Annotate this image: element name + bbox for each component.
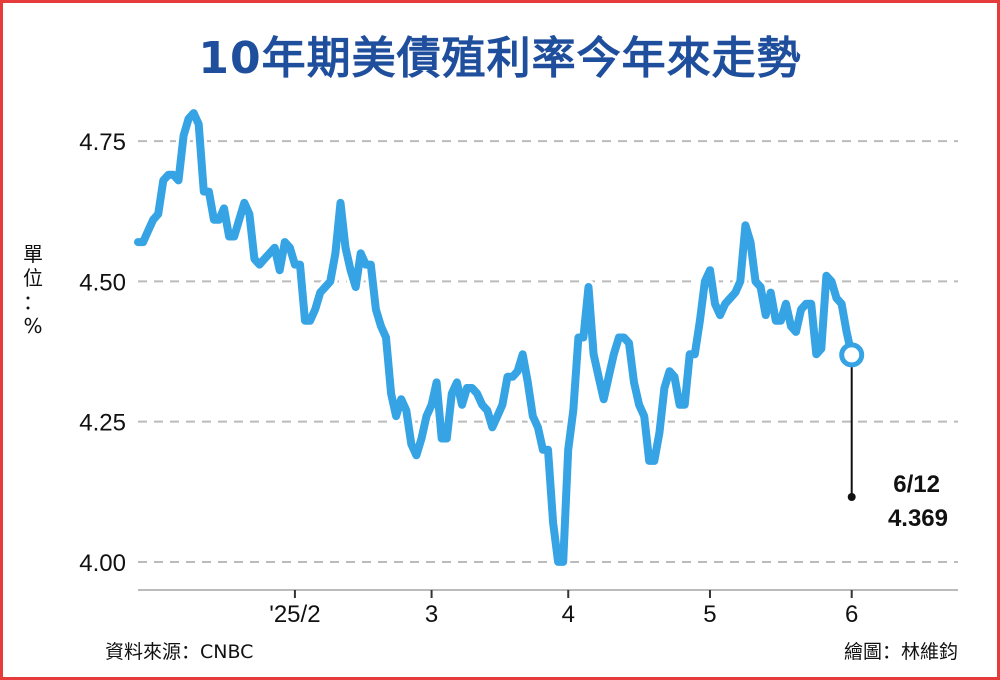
y-tick-label: 4.50 <box>79 269 126 296</box>
y-tick-label: 4.75 <box>79 129 126 156</box>
series-line-halo <box>131 106 859 569</box>
x-tick-label: '25/2 <box>269 601 320 628</box>
credit-label: 繪圖：林維鈞 <box>843 641 958 663</box>
annotation-date: 6/12 <box>893 471 940 498</box>
unit-char: 單 <box>23 242 43 266</box>
x-tick-label: 4 <box>562 601 575 628</box>
x-tick-label: 6 <box>845 601 858 628</box>
y-tick-label: 4.00 <box>79 550 126 577</box>
unit-label: 單 位 ： % <box>20 242 46 338</box>
annotation-dot <box>847 493 856 501</box>
annotation-value: 4.369 <box>888 505 948 532</box>
chart-title: 10年期美債殖利率今年來走勢 <box>198 33 802 84</box>
x-tick-label: 3 <box>425 601 438 628</box>
unit-char: % <box>23 314 43 338</box>
last-point-marker <box>839 342 865 368</box>
source-label: 資料來源：CNBC <box>105 641 254 663</box>
unit-char: 位 <box>23 266 43 290</box>
series-line <box>134 109 856 566</box>
y-tick-label: 4.25 <box>79 410 126 437</box>
x-tick-label: 5 <box>703 601 716 628</box>
unit-char: ： <box>23 290 43 314</box>
